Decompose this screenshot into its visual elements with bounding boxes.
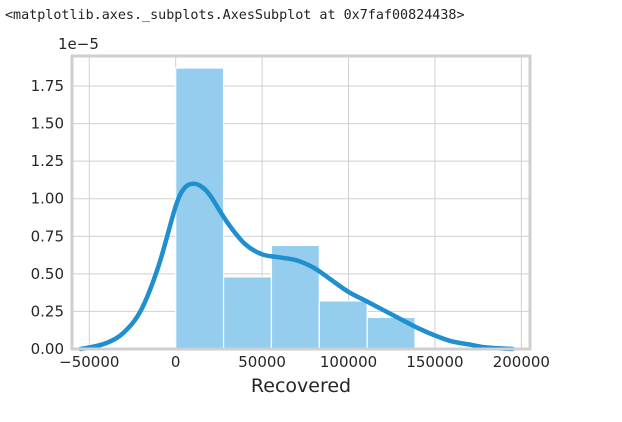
y-scale-exponent-label: 1e−5: [58, 35, 99, 53]
y-tick-label: 0.00: [31, 340, 64, 358]
y-axis-ticks: 0.00 0.25 0.50 0.75 1.00 1.25 1.50 1.75: [31, 77, 64, 358]
histogram-bar: [366, 316, 416, 350]
kde-curve-group: [78, 181, 515, 352]
x-tick-label: −50000: [59, 353, 119, 371]
y-tick-label: 1.25: [31, 152, 64, 170]
histogram-bar: [222, 276, 273, 350]
histogram-bars: [175, 67, 416, 350]
y-tick-label: 0.50: [31, 265, 64, 283]
plot-frame: [70, 54, 532, 351]
kde-curve: [78, 181, 515, 352]
x-axis-label: Recovered: [251, 375, 351, 397]
histogram-bar: [318, 300, 368, 350]
axes-frame: [70, 54, 532, 351]
y-tick-label: 1.50: [31, 115, 64, 133]
x-axis-ticks: −50000 0 50000 100000 150000 200000: [59, 353, 550, 371]
histogram-bar: [270, 244, 320, 350]
y-tick-label: 1.75: [31, 77, 64, 95]
y-tick-label: 1.00: [31, 190, 64, 208]
x-tick-label: 200000: [493, 353, 550, 371]
x-tick-label: 50000: [238, 353, 286, 371]
x-tick-label: 150000: [406, 353, 463, 371]
y-tick-label: 0.25: [31, 302, 64, 320]
x-tick-label: 100000: [320, 353, 377, 371]
cell-output-repr: <matplotlib.axes._subplots.AxesSubplot a…: [5, 8, 465, 23]
y-tick-label: 0.75: [31, 227, 64, 245]
x-tick-label: 0: [171, 353, 181, 371]
